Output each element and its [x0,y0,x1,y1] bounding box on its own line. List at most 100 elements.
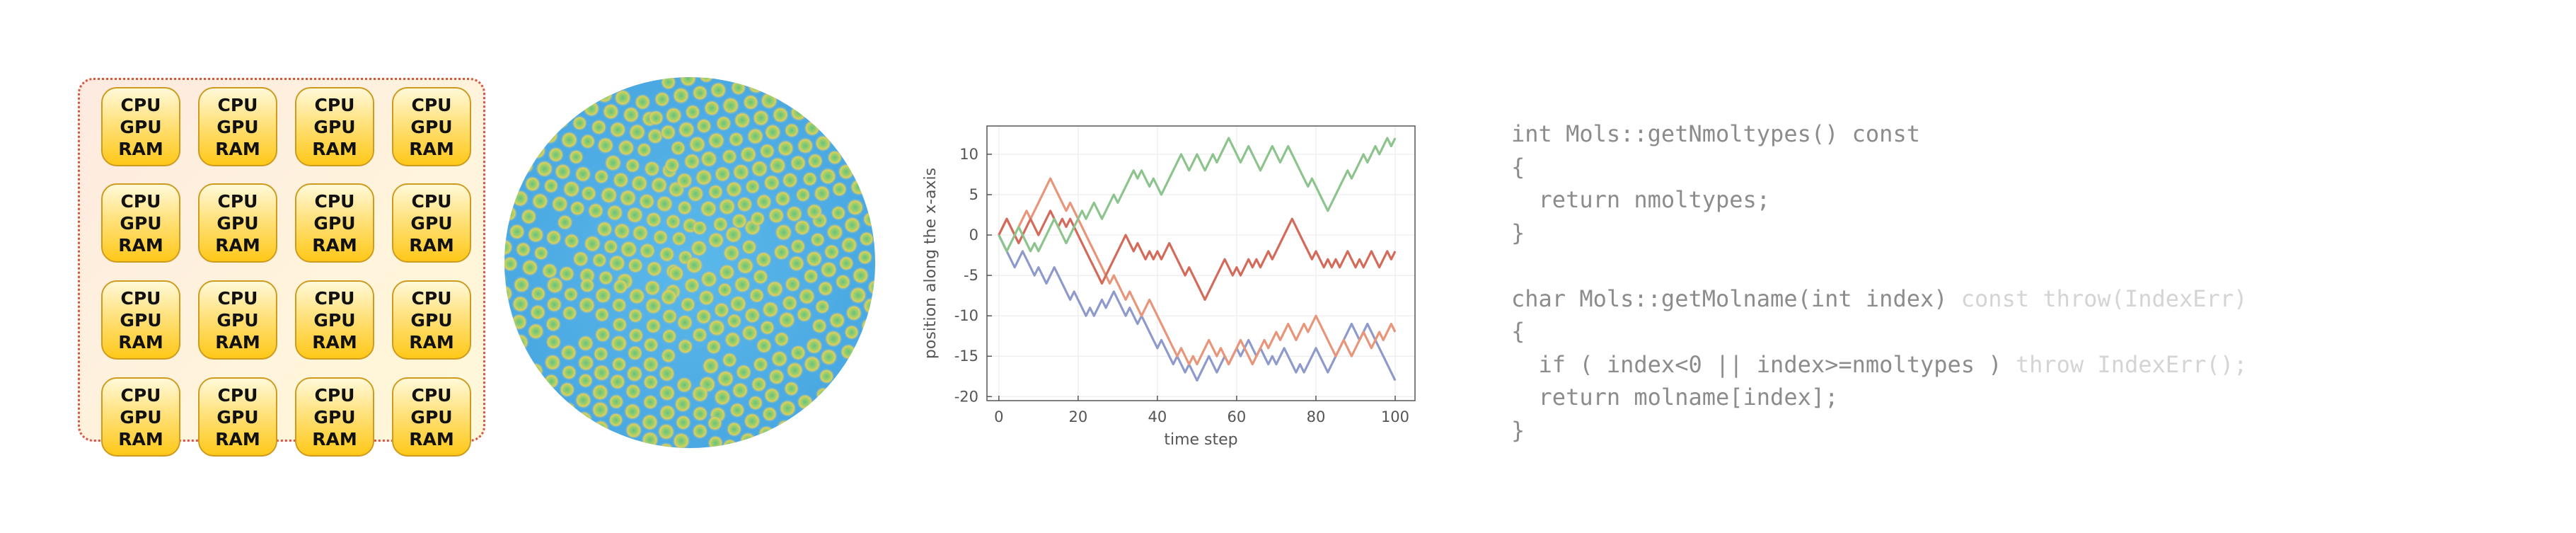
particle [763,173,781,192]
particle [562,180,581,198]
particle [707,231,725,249]
compute-node: CPU GPU RAM [198,377,277,457]
particle [683,277,700,294]
particle [655,195,674,213]
particle [647,127,664,145]
particle [649,176,669,195]
particle [840,343,857,360]
particle [845,304,863,322]
particle [826,149,843,166]
particle [524,176,541,193]
compute-node-label: CPU [411,384,452,406]
particle [749,287,765,304]
code-listing: int Mols::getNmoltypes() const{ return n… [1511,118,2247,447]
particle [707,131,726,150]
particle [684,103,701,120]
compute-node-label: GPU [313,116,356,137]
particle [691,219,708,236]
particle [797,394,814,411]
compute-node-label: RAM [118,331,163,353]
particle [602,103,620,120]
compute-node-label: GPU [120,406,162,428]
particle [594,168,610,185]
code-text: } [1511,219,1525,246]
compute-node-label: GPU [216,212,259,234]
particle [543,178,560,194]
particle [511,189,529,208]
particle [867,279,875,296]
compute-node-label: CPU [411,190,452,212]
chart-x-tick-label: 0 [994,408,1003,425]
particle [726,313,743,329]
compute-node-label: CPU [217,190,258,212]
code-text-dimmed: throw IndexErr(); [2015,350,2248,378]
particle [512,276,531,294]
particle [783,380,799,397]
particle [686,185,705,203]
compute-node-label: CPU [120,190,161,212]
particle [591,419,610,438]
compute-node: CPU GPU RAM [101,280,180,360]
code-line: if ( index<0 || index>=nmoltypes ) throw… [1511,348,2248,382]
particle [716,369,735,388]
particle [642,394,659,411]
particle [797,287,816,306]
compute-node-label: GPU [216,309,259,331]
particle [751,376,768,393]
particle [545,229,562,246]
particle [608,394,625,410]
particle [752,356,769,373]
particle [530,285,547,302]
particle [744,306,761,324]
particle [683,152,701,171]
particle [724,331,741,349]
particle [569,200,586,217]
particle [579,133,596,150]
particle [691,326,708,343]
particle [591,383,609,401]
code-text: return nmoltypes; [1511,186,1771,213]
particle [739,145,758,164]
compute-node-label: GPU [410,309,453,331]
particle [838,255,855,272]
particle [811,318,828,334]
particle [731,382,749,399]
particle [710,81,727,99]
particle [713,388,732,407]
particle [858,231,875,247]
particle [592,363,611,382]
compute-node-label: RAM [312,138,357,159]
particle [802,268,819,285]
particle [676,171,693,190]
particle [596,220,613,238]
particle [795,187,811,203]
particle [667,265,685,282]
particle [701,357,720,375]
particle [642,355,660,374]
code-text: } [1511,416,1525,444]
particle [805,337,824,355]
particle [612,278,629,295]
particle [568,149,584,165]
particle [774,223,793,242]
particle [729,401,746,418]
particle [809,231,826,248]
particle [790,344,807,362]
compute-node-label: RAM [215,234,260,256]
compute-node-label: GPU [216,406,259,428]
compute-node-label: RAM [312,428,357,449]
particle [805,250,824,268]
particle [758,142,775,159]
particle [622,105,640,124]
chart-x-ticks: 0 20 40 60 80 100 [994,396,1409,425]
particle [659,124,677,141]
particle [612,171,630,189]
particle [664,106,683,125]
particle [739,431,757,448]
particle [592,345,609,362]
particle [531,192,549,210]
compute-node: CPU GPU RAM [198,183,277,263]
particle [806,202,824,220]
compute-node-label: RAM [215,331,260,353]
particle [515,241,531,258]
